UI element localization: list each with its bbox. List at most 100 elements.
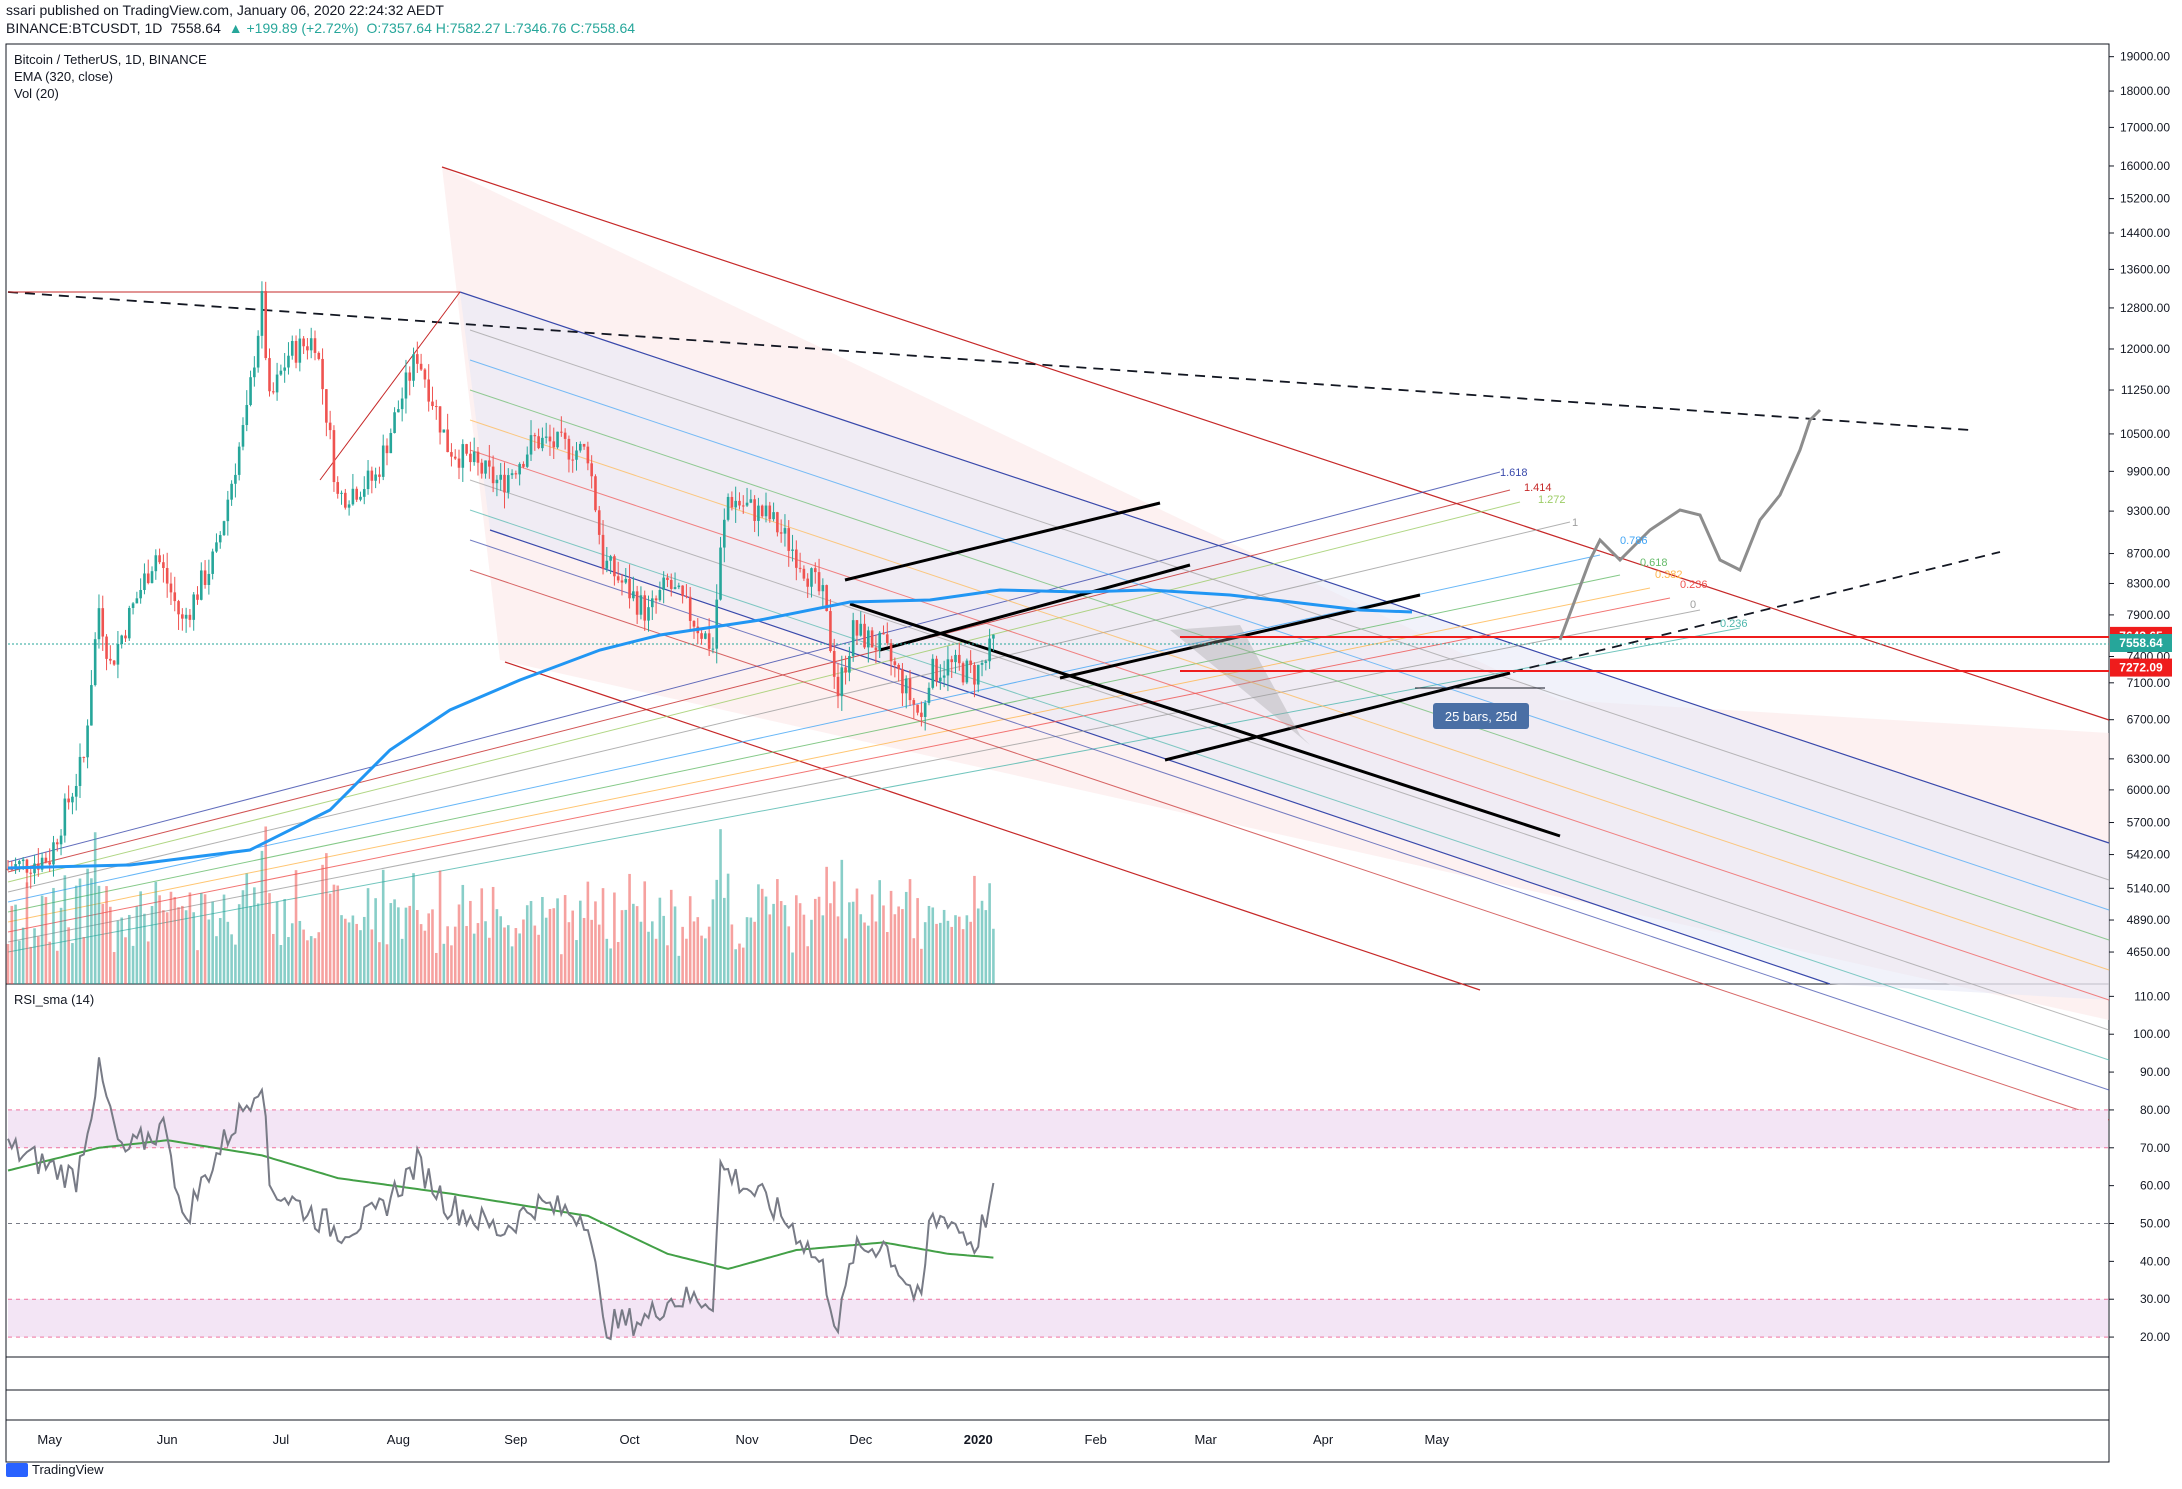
volume-bar [488,937,491,984]
fib-level-label: 1 [1572,517,1578,529]
volume-bar [889,890,893,984]
volume-bar [510,946,514,984]
candle-body [923,702,927,717]
pitchfork-inner-upper [459,291,2110,844]
volume-bar [192,912,196,984]
candle-body [711,648,715,650]
volume-bar [696,917,700,984]
volume-bar [946,920,950,984]
candle-body [586,446,590,464]
candle-body [404,372,408,399]
pitchfork-median-line [469,509,2110,1061]
ema-line [7,588,1413,870]
candle-body [211,551,214,574]
fib-level-label: 0.236 [1720,618,1748,630]
rsi-tick-label: 30.00 [2140,1292,2170,1306]
volume-bar [268,893,271,984]
candle-body [279,370,283,375]
candle-body [199,570,203,600]
candle-body [10,869,14,871]
volume-bar [791,952,794,984]
volume-bar [237,904,241,984]
candle-body [55,842,59,845]
candle-body [753,499,756,521]
pitchfork-handle [319,291,461,481]
candle-body [567,438,571,460]
tradingview-footer[interactable]: TradingView [6,1462,104,1477]
candle-body [21,859,25,862]
volume-bar [461,884,465,984]
volume-bar [578,900,582,984]
volume-bar [412,873,415,984]
volume-bar [226,921,230,984]
volume-bar [730,924,734,984]
candle-body [836,676,840,697]
volume-bar [594,901,597,984]
candle-body [810,568,813,587]
candle-body [745,502,749,506]
symbol-label[interactable]: BINANCE:BTCUSDT, 1D [6,20,163,36]
candle-body [609,556,612,561]
candle-body [897,664,900,670]
volume-bar [86,868,89,984]
volume-bar [453,926,457,984]
volume-bar [325,853,328,984]
candle-body [719,547,722,600]
volume-bar [82,937,86,984]
volume-bar [256,903,260,984]
volume-bar [116,920,120,984]
candle-body [730,496,734,508]
price-tick-label: 17000.00 [2120,120,2170,134]
legend-rsi[interactable]: RSI_sma (14) [14,992,95,1007]
candle-body [67,798,70,803]
volume-bar [669,889,673,984]
rsi-tick-label: 20.00 [2140,1330,2170,1344]
volume-bar [556,898,559,984]
candle-body [976,664,980,685]
pitchfork-upper-line [441,166,2110,721]
volume-bar [965,915,969,984]
volume-bar [859,914,863,984]
candle-body [992,634,995,639]
candle-body [309,338,313,351]
volume-bar [632,903,635,984]
pitchfork-median-line [469,329,2110,881]
price-tick-label: 16000.00 [2120,159,2170,173]
volume-bar [904,891,908,984]
legend-title[interactable]: Bitcoin / TetherUS, 1D, BINANCE [14,52,207,67]
candle-body [389,433,393,454]
candle-body [476,451,480,463]
volume-bar [355,923,358,984]
rsi-tick-label: 70.00 [2140,1141,2170,1155]
candle-body [624,578,628,583]
legend-volume[interactable]: Vol (20) [14,86,59,101]
tradingview-logo-icon [6,1462,28,1477]
legend-ema[interactable]: EMA (320, close) [14,69,113,84]
volume-bar [397,907,400,984]
candle-body [704,633,707,639]
candle-body [230,483,233,500]
volume-bar [522,919,525,984]
candle-body [969,660,972,666]
volume-bar [681,926,684,984]
volume-bar [154,881,158,984]
volume-bar [984,910,988,984]
volume-bar [44,897,48,984]
candle-body [442,429,446,433]
volume-bar [434,952,438,984]
candle-body [461,444,465,468]
pitchfork-median-line [469,539,2110,1091]
volume-bar [552,908,556,984]
volume-bar [950,926,954,984]
volume-bar [673,906,677,984]
candle-body [601,534,605,569]
volume-bar [734,949,737,984]
volume-bar [287,937,290,984]
volume-bar [336,885,340,984]
candle-body [685,595,688,597]
candle-body [912,700,916,705]
volume-bar [495,909,499,984]
candle-body [90,685,93,726]
price-tick-label: 5420.00 [2127,848,2171,862]
